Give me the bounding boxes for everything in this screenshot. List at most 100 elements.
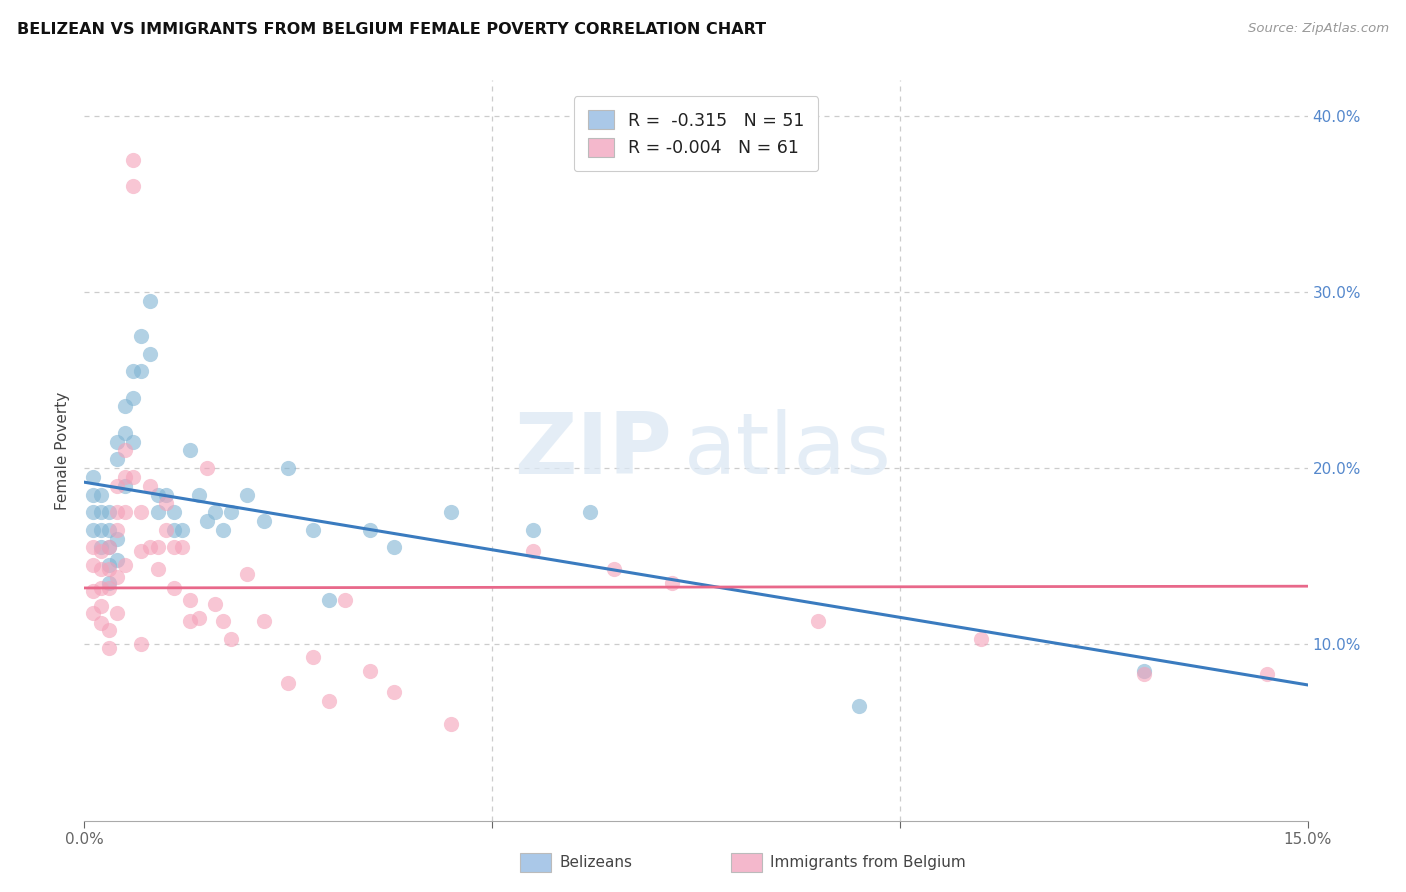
Point xyxy=(105,553,128,567)
Point xyxy=(301,523,323,537)
Point xyxy=(122,434,145,449)
Point xyxy=(219,505,242,519)
Point xyxy=(138,541,160,555)
Point xyxy=(138,346,160,360)
Point xyxy=(146,505,169,519)
Point xyxy=(440,505,463,519)
Point xyxy=(155,523,177,537)
Point xyxy=(522,544,544,558)
Point xyxy=(97,575,120,590)
Point xyxy=(97,523,120,537)
Point xyxy=(163,505,186,519)
Point xyxy=(382,685,405,699)
Point xyxy=(172,523,194,537)
Point xyxy=(212,523,235,537)
Point xyxy=(97,558,120,572)
Point xyxy=(579,505,602,519)
Point xyxy=(114,400,136,414)
Point xyxy=(1133,664,1156,678)
Point xyxy=(97,505,120,519)
Text: Immigrants from Belgium: Immigrants from Belgium xyxy=(770,855,966,870)
Point xyxy=(1256,667,1278,681)
Point xyxy=(131,544,153,558)
Point xyxy=(82,558,104,572)
Point xyxy=(131,329,153,343)
Point xyxy=(138,479,160,493)
Point xyxy=(82,584,104,599)
Point xyxy=(277,461,299,475)
Point xyxy=(359,664,381,678)
Point xyxy=(105,532,128,546)
Point xyxy=(90,561,112,575)
Point xyxy=(301,649,323,664)
Point xyxy=(807,615,830,629)
Point xyxy=(277,676,299,690)
Point xyxy=(163,581,186,595)
Point xyxy=(97,561,120,575)
Point xyxy=(90,599,112,613)
Point xyxy=(138,293,160,308)
Point xyxy=(155,487,177,501)
Point xyxy=(179,593,201,607)
Point xyxy=(105,505,128,519)
Point xyxy=(204,597,226,611)
Point xyxy=(163,523,186,537)
Point xyxy=(163,541,186,555)
Point xyxy=(335,593,357,607)
Point xyxy=(114,443,136,458)
Point xyxy=(236,566,259,581)
Point xyxy=(114,470,136,484)
Point xyxy=(146,541,169,555)
Point xyxy=(603,561,626,575)
Point xyxy=(122,153,145,167)
Text: Belizeans: Belizeans xyxy=(560,855,633,870)
Text: atlas: atlas xyxy=(683,409,891,492)
Point xyxy=(318,694,340,708)
Point xyxy=(82,541,104,555)
Point xyxy=(179,615,201,629)
Text: ZIP: ZIP xyxy=(513,409,672,492)
Point xyxy=(97,541,120,555)
Point xyxy=(90,487,112,501)
Point xyxy=(146,561,169,575)
Point xyxy=(122,364,145,378)
Point xyxy=(179,443,201,458)
Point xyxy=(146,487,169,501)
Point xyxy=(90,616,112,631)
Point xyxy=(105,434,128,449)
Point xyxy=(114,505,136,519)
Point xyxy=(82,523,104,537)
Text: Source: ZipAtlas.com: Source: ZipAtlas.com xyxy=(1249,22,1389,36)
Point xyxy=(195,461,218,475)
Point xyxy=(212,615,235,629)
Point xyxy=(661,575,683,590)
Point xyxy=(105,570,128,584)
Point xyxy=(122,470,145,484)
Point xyxy=(82,470,104,484)
Point xyxy=(82,505,104,519)
Point xyxy=(90,505,112,519)
Point xyxy=(114,425,136,440)
Point xyxy=(253,615,276,629)
Point xyxy=(97,541,120,555)
Point xyxy=(105,606,128,620)
Point xyxy=(172,541,194,555)
Point xyxy=(970,632,993,646)
Y-axis label: Female Poverty: Female Poverty xyxy=(55,392,70,509)
Point xyxy=(219,632,242,646)
Point xyxy=(97,581,120,595)
Point xyxy=(82,606,104,620)
Point xyxy=(253,514,276,528)
Point xyxy=(105,523,128,537)
Text: BELIZEAN VS IMMIGRANTS FROM BELGIUM FEMALE POVERTY CORRELATION CHART: BELIZEAN VS IMMIGRANTS FROM BELGIUM FEMA… xyxy=(17,22,766,37)
Point xyxy=(187,487,209,501)
Point xyxy=(131,505,153,519)
Point xyxy=(195,514,218,528)
Point xyxy=(155,496,177,510)
Point xyxy=(131,364,153,378)
Point xyxy=(114,558,136,572)
Point xyxy=(105,452,128,467)
Point xyxy=(236,487,259,501)
Point xyxy=(359,523,381,537)
Point xyxy=(90,581,112,595)
